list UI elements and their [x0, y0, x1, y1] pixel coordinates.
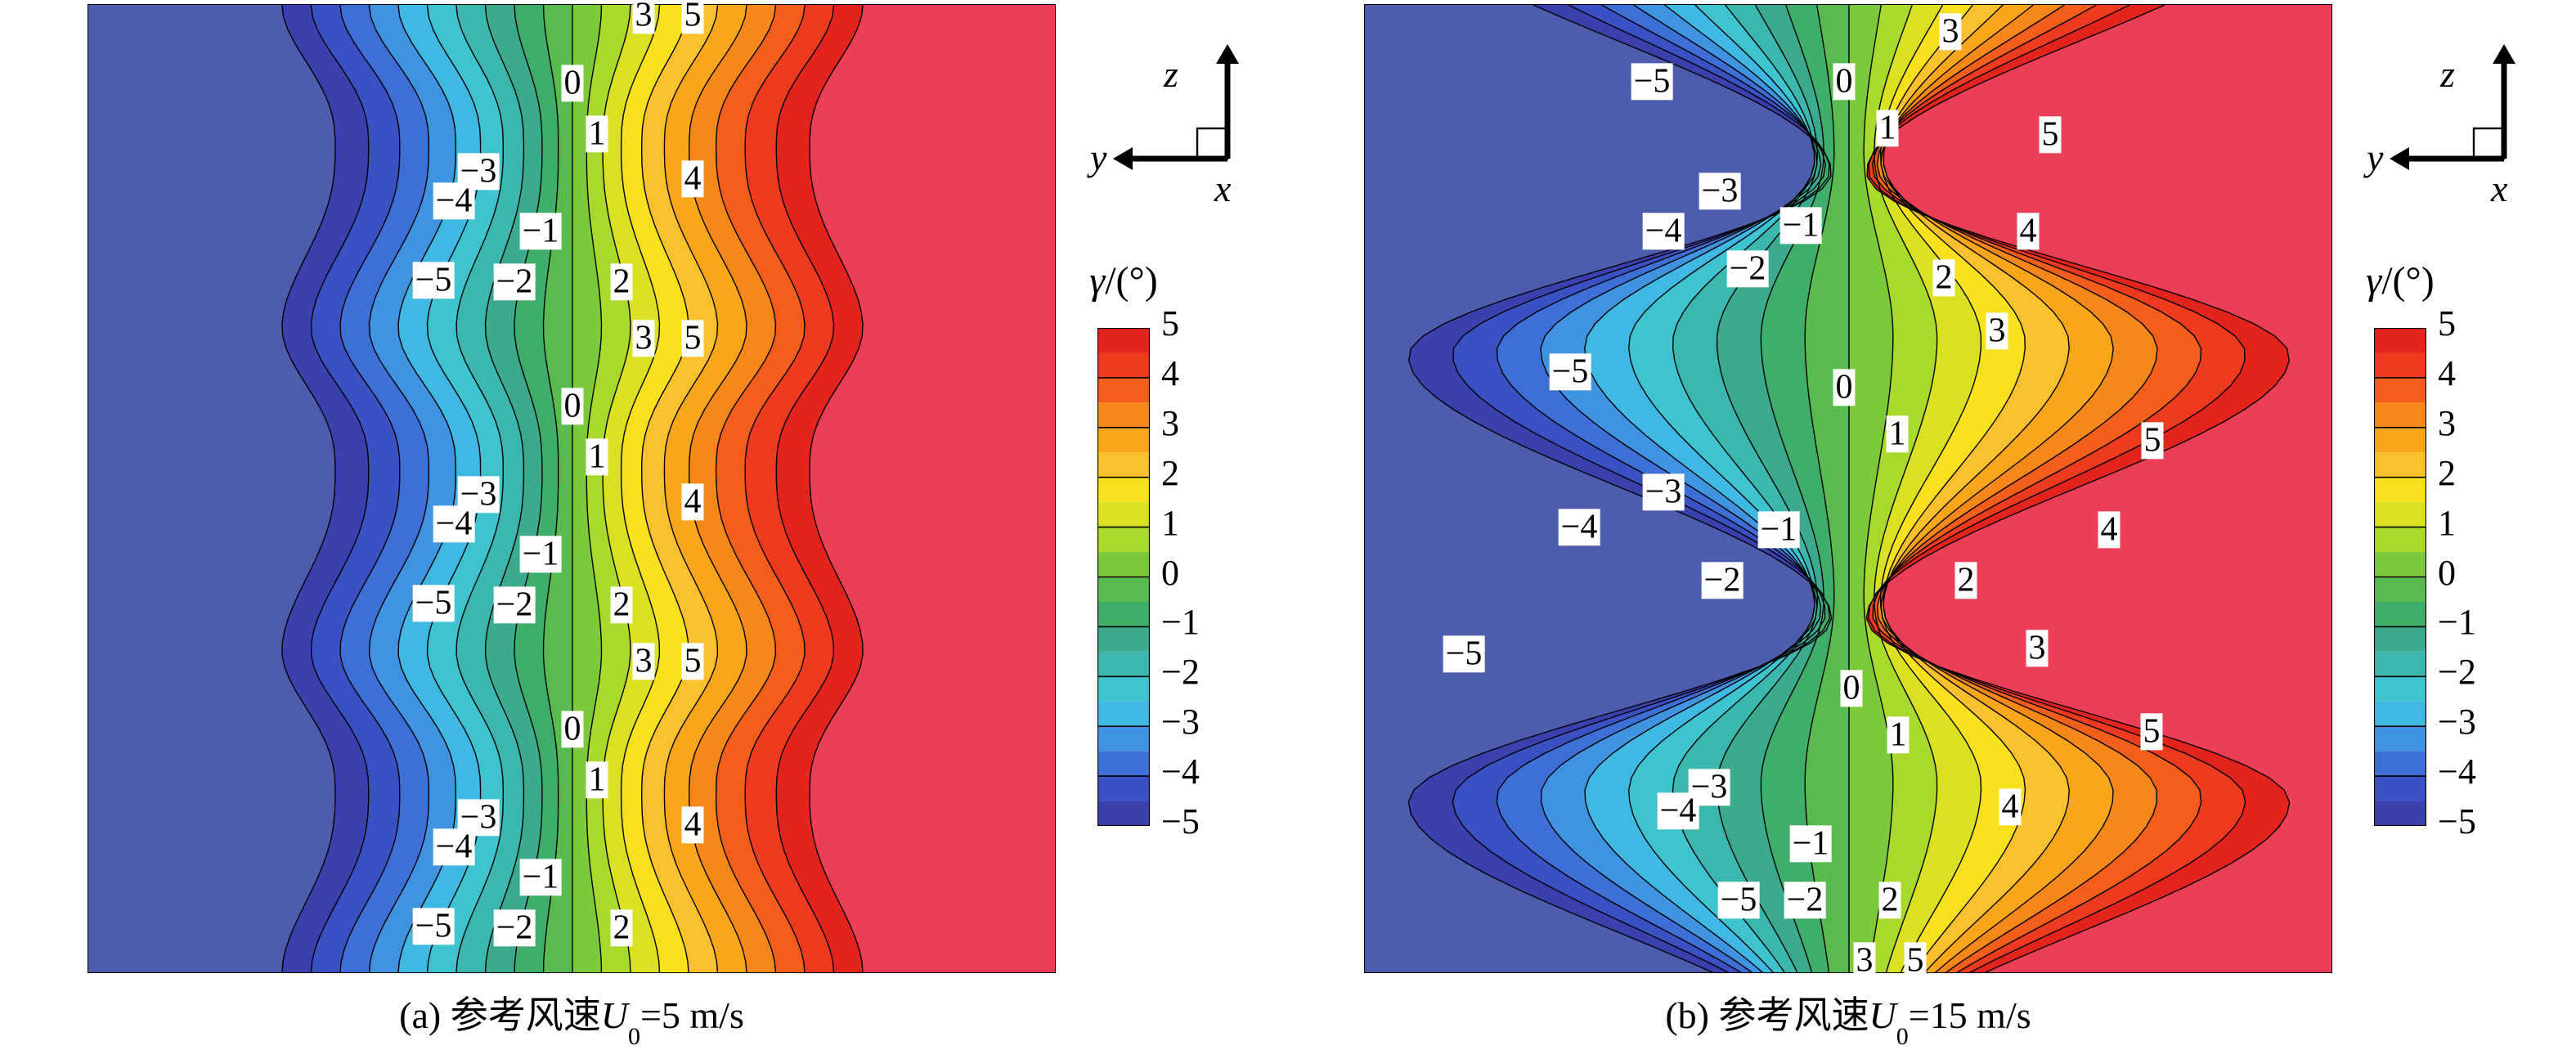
svg-text:y: y	[1087, 137, 1107, 178]
svg-text:z: z	[1163, 53, 1178, 95]
svg-text:x: x	[2490, 168, 2508, 203]
svg-text:z: z	[2439, 53, 2455, 95]
svg-text:y: y	[2363, 137, 2384, 178]
svg-text:x: x	[1214, 168, 1232, 203]
